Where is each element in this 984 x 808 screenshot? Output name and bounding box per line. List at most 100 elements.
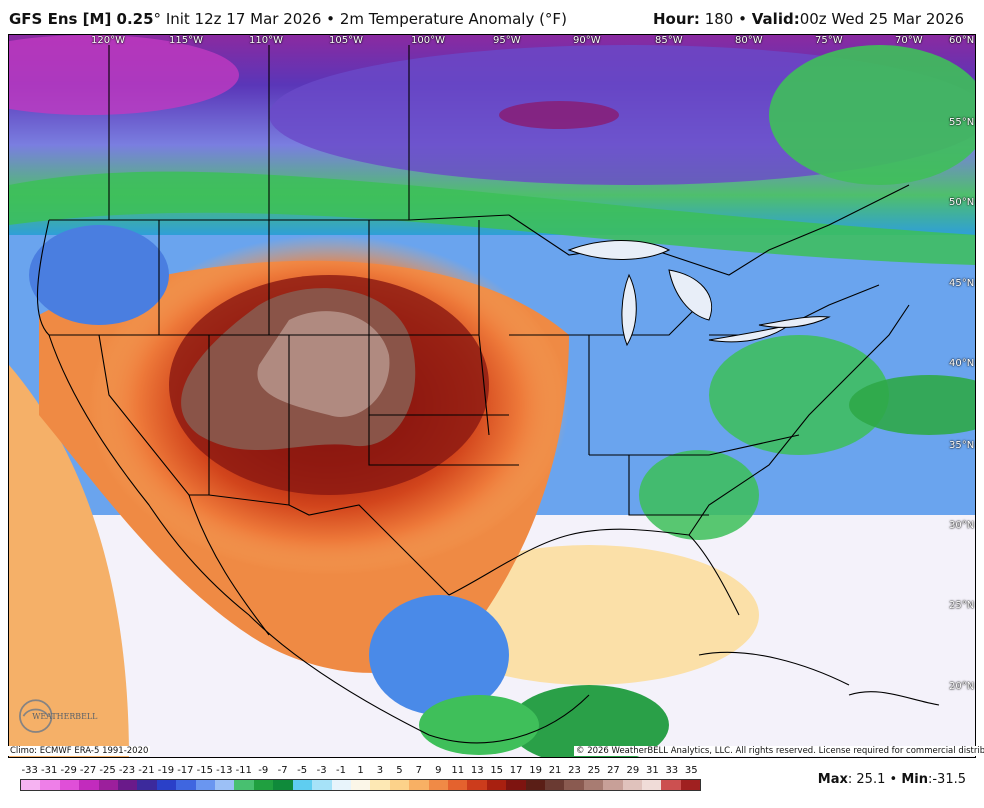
title-separator: • [326, 10, 336, 28]
colorbar-tick: -1 [336, 765, 347, 776]
weatherbell-logo: WEATHERBELL [19, 699, 98, 733]
anomaly-map: 120°W 115°W 110°W 105°W 100°W 95°W 90°W … [8, 34, 976, 758]
colorbar-swatch [680, 780, 701, 790]
longitude-label: 75°W [815, 35, 843, 46]
colorbar-tick: 29 [626, 765, 640, 776]
colorbar-tick: 15 [490, 765, 504, 776]
colorbar-swatch [234, 780, 254, 790]
anomaly-field [9, 35, 975, 757]
valid-label: Valid: [751, 10, 800, 28]
colorbar-tick: -7 [277, 765, 288, 776]
colorbar-swatch [215, 780, 235, 790]
colorbar-swatch [622, 780, 642, 790]
colorbar-tick: 3 [376, 765, 384, 776]
colorbar-swatch [350, 780, 371, 790]
colorbar-tick: 25 [587, 765, 601, 776]
model-name: GFS Ens [M] 0.25 [9, 10, 154, 28]
colorbar-tick: -23 [118, 765, 136, 776]
longitude-label: 110°W [249, 35, 283, 46]
colorbar-tick: -29 [60, 765, 77, 776]
colorbar-swatch [156, 780, 177, 790]
colorbar-swatch [118, 780, 138, 790]
colorbar-tick: 9 [435, 765, 442, 776]
colorbar-swatch [661, 780, 681, 790]
colorbar-tick: -19 [157, 765, 175, 776]
colorbar-swatch [506, 780, 526, 790]
longitude-label: 80°W [735, 35, 763, 46]
colorbar-swatch [389, 780, 410, 790]
colorbar-swatch [370, 780, 390, 790]
colorbar-swatch [447, 780, 468, 790]
colorbar-swatch [312, 780, 332, 790]
copyright-notice: © 2026 WeatherBELL Analytics, LLC. All r… [574, 746, 984, 756]
colorbar-swatch [642, 780, 662, 790]
colorbar-tick: 31 [645, 765, 659, 776]
longitude-label: 85°W [655, 35, 683, 46]
colorbar-swatch [331, 780, 351, 790]
min-value: -31.5 [932, 772, 966, 787]
colorbar-tick: -25 [99, 765, 116, 776]
colorbar-tick: 23 [568, 765, 581, 776]
colorbar-tick: -13 [216, 765, 233, 776]
colorbar-tick: 35 [684, 765, 698, 776]
colorbar-swatch [564, 780, 584, 790]
longitude-label: 120°W [91, 35, 125, 46]
colorbar-tick: 17 [509, 765, 523, 776]
latitude-label: 40°N [949, 358, 975, 369]
colorbar-tick: -5 [297, 765, 308, 776]
latitude-label: 25°N [949, 600, 975, 611]
colorbar-swatch [428, 780, 448, 790]
min-label: Min [901, 772, 928, 787]
colorbar-swatch [59, 780, 80, 790]
degree-mark: ° [153, 10, 162, 28]
hour-value: 180 [704, 10, 734, 28]
latitude-label: 30°N [949, 520, 975, 531]
colorbar-tick: -11 [235, 765, 252, 776]
great-lakes [567, 240, 831, 347]
colorbar-tick: 13 [470, 765, 484, 776]
latitude-label: 35°N [949, 440, 975, 451]
longitude-label: 70°W [895, 35, 923, 46]
colorbar-swatch [79, 780, 99, 790]
colorbar-tick: 21 [548, 765, 562, 776]
init-time: Init 12z 17 Mar 2026 [165, 10, 322, 28]
max-min-readout: Max: 25.1 • Min:-31.5 [817, 772, 966, 787]
colorbar-tick: 5 [396, 765, 403, 776]
colorbar-swatch [603, 780, 623, 790]
stats-separator: • [889, 772, 898, 787]
colorbar-tick: -15 [196, 765, 213, 776]
longitude-label: 95°W [493, 35, 521, 46]
colorbar-swatch [292, 780, 313, 790]
colorbar-tick: 11 [451, 765, 465, 776]
colorbar-swatch [486, 780, 507, 790]
colorbar-tick: 7 [415, 765, 423, 776]
max-value: 25.1 [856, 772, 886, 787]
latitude-label: 50°N [949, 197, 975, 208]
colorbar-swatch [176, 780, 196, 790]
colorbar-swatch [409, 780, 429, 790]
colorbar-swatch [583, 780, 604, 790]
svg-text:WEATHERBELL: WEATHERBELL [32, 712, 98, 721]
product-name: 2m Temperature Anomaly (°F) [339, 10, 567, 28]
map-title: GFS Ens [M] 0.25° Init 12z 17 Mar 2026 •… [9, 10, 567, 28]
colorbar-swatch [137, 780, 157, 790]
colorbar-tick: 1 [357, 765, 364, 776]
colorbar [20, 779, 701, 791]
colorbar-tick: -21 [138, 765, 155, 776]
latitude-label: 20°N [949, 681, 975, 692]
colorbar-tick: 19 [529, 765, 542, 776]
latitude-label: 45°N [949, 278, 975, 289]
longitude-label: 115°W [169, 35, 203, 46]
colorbar-tick: -33 [21, 765, 38, 776]
max-label: Max [817, 772, 848, 787]
longitude-label: 100°W [411, 35, 445, 46]
colorbar-swatch [21, 780, 41, 790]
colorbar-swatch [273, 780, 293, 790]
colorbar-tick: -27 [79, 765, 97, 776]
latitude-label: 55°N [949, 117, 975, 128]
valid-value: 00z Wed 25 Mar 2026 [799, 10, 964, 28]
colorbar-swatch [525, 780, 545, 790]
longitude-label: 105°W [329, 35, 363, 46]
colorbar-tick: 33 [665, 765, 679, 776]
colorbar-swatch [544, 780, 565, 790]
